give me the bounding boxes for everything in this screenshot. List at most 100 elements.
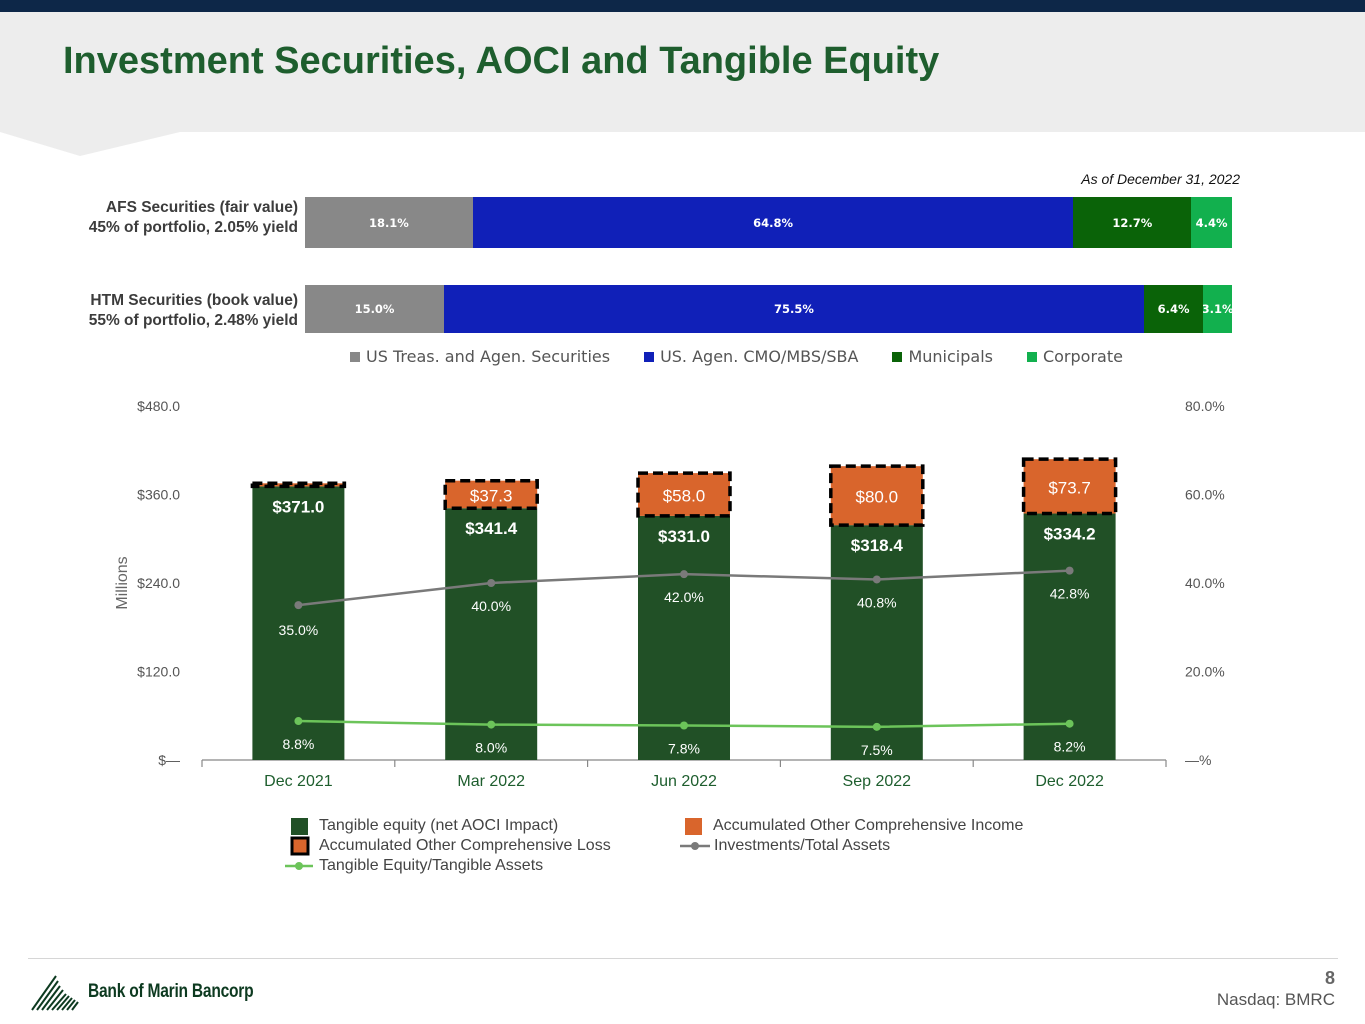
htm-label-line1: HTM Securities (book value) [90,292,298,309]
point-te-ratio [872,722,881,731]
mountain-logo-icon [31,975,79,1011]
legend-aoci-income: Accumulated Other Comprehensive Income [680,816,1023,836]
bar-tangible-equity [638,515,730,760]
legend-aoci-loss: Accumulated Other Comprehensive Loss [290,836,611,856]
legend-swatch [644,351,655,362]
securities-legend-item: Municipals [892,347,993,366]
investments-ratio-label: 42.8% [1050,586,1090,602]
bar-aoci-loss [636,471,732,518]
securities-legend-item: US Treas. and Agen. Securities [350,347,610,366]
legend-tangible-equity-label: Tangible equity (net AOCI Impact) [319,817,559,834]
htm-row-label: HTM Securities (book value) 55% of portf… [40,291,298,331]
securities-segment-dgreen: 12.7% [1073,197,1192,248]
top-bar [0,0,1365,12]
bar-tangible-equity [830,525,923,760]
bar-aoci-loss [443,478,539,510]
legend-swatch-green [291,818,308,835]
point-investments-ratio [1065,566,1074,575]
bar-aoci-loss [1021,457,1118,516]
header-notch [0,132,180,156]
securities-segment-lgreen: 3.1% [1203,285,1232,333]
tangible-equity-label: $318.4 [851,536,904,555]
bar-aoci-loss [250,481,347,489]
securities-legend-item: US. Agen. CMO/MBS/SBA [644,347,858,366]
tangible-equity-label: $334.2 [1044,525,1096,544]
y2-tick-label: 80.0% [1185,398,1225,414]
legend-swatch [350,351,360,362]
ticker: Nasdaq: BMRC [1216,990,1335,1009]
htm-stacked-bar: 15.0% 75.5% 6.4% 3.1% [305,285,1232,333]
point-investments-ratio [294,601,303,610]
footer-divider [28,958,1338,959]
bar-tangible-equity [445,508,538,760]
investments-ratio-label: 40.8% [857,594,897,610]
y-tick-label: $— [158,752,180,768]
securities-legend-label: Municipals [908,347,993,366]
x-tick-label: Mar 2022 [457,773,525,790]
securities-legend-label: US Treas. and Agen. Securities [366,347,611,366]
y-tick-label: $360.0 [137,487,180,503]
point-te-ratio [487,720,496,729]
legend-swatch-aoci-loss [290,836,310,856]
securities-legend-label: US. Agen. CMO/MBS/SBA [660,347,859,366]
point-investments-ratio [872,575,881,584]
securities-segment-gray: 15.0% [305,285,445,333]
y-axis-title: Millions [114,556,131,609]
securities-legend-item: Corporate [1026,347,1123,366]
aoci-loss-label: $80.0 [856,488,899,507]
y2-tick-label: —% [1185,752,1211,768]
legend-investments-ratio: Investments/Total Assets [680,836,1023,856]
x-tick-label: Dec 2022 [1035,773,1104,790]
te-ratio-label: 8.8% [282,736,314,752]
te-ratio-label: 7.8% [668,740,700,756]
point-investments-ratio [487,579,496,587]
aoci-loss-label: $58.0 [663,487,706,506]
legend-te-ratio: Tangible Equity/Tangible Assets [285,856,611,876]
legend-aoci-loss-label: Accumulated Other Comprehensive Loss [319,837,611,854]
company-logo: Bank of Marin Bancorp [30,972,290,1012]
page-number: 8 [1324,968,1335,988]
securities-segment-lgreen: 4.4% [1191,197,1232,248]
legend-tangible-equity: Tangible equity (net AOCI Impact) [290,816,611,836]
investments-ratio-label: 35.0% [279,622,319,638]
tangible-equity-label: $341.4 [465,519,518,538]
y-tick-label: $240.0 [137,575,180,591]
securities-segment-gray: 18.1% [305,197,473,248]
afs-row-label: AFS Securities (fair value) 45% of portf… [40,198,298,238]
legend-aoci-income-label: Accumulated Other Comprehensive Income [713,817,1024,834]
investments-ratio-label: 42.0% [664,589,704,605]
securities-segment-blue: 75.5% [444,285,1144,333]
chart-legend-right: Accumulated Other Comprehensive Income I… [680,816,1023,856]
bar-tangible-equity [1023,513,1116,760]
te-ratio-label: 7.5% [861,742,893,758]
securities-segment-dgreen: 6.4% [1143,285,1204,333]
y2-tick-label: 20.0% [1185,664,1225,680]
aoci-loss-label: $37.3 [470,486,513,505]
y-tick-label: $120.0 [137,664,180,680]
investments-ratio-label: 40.0% [471,598,511,614]
legend-line-te-ratio [285,862,313,870]
legend-swatch-orange [685,818,702,835]
y2-tick-label: 60.0% [1185,487,1225,503]
as-of-date: As of December 31, 2022 [1081,171,1240,187]
legend-line-investments [680,842,710,850]
legend-swatch [892,351,903,362]
y2-tick-label: 40.0% [1185,575,1225,591]
company-name: Bank of Marin Bancorp [88,981,254,1002]
securities-segment-blue: 64.8% [472,197,1074,248]
bar-tangible-equity [252,486,345,760]
securities-legend: US Treas. and Agen. Securities US. Agen. … [350,347,1157,366]
equity-chart: $480.0 $360.0 $240.0 $120.0 $— 80.0% 60.0% 40.0… [114,398,1225,790]
point-te-ratio [1065,719,1074,728]
point-te-ratio [680,721,688,730]
x-tick-label: Sep 2022 [843,773,912,790]
point-te-ratio [294,717,303,726]
afs-label-line1: AFS Securities (fair value) [105,199,298,216]
te-ratio-label: 8.2% [1054,739,1086,755]
tangible-equity-label: $371.0 [272,497,324,516]
point-investments-ratio [680,570,688,579]
x-tick-label: Jun 2022 [651,773,717,790]
y-tick-label: $480.0 [137,398,180,414]
legend-te-ratio-label: Tangible Equity/Tangible Assets [319,857,544,874]
legend-swatch [1026,351,1037,362]
